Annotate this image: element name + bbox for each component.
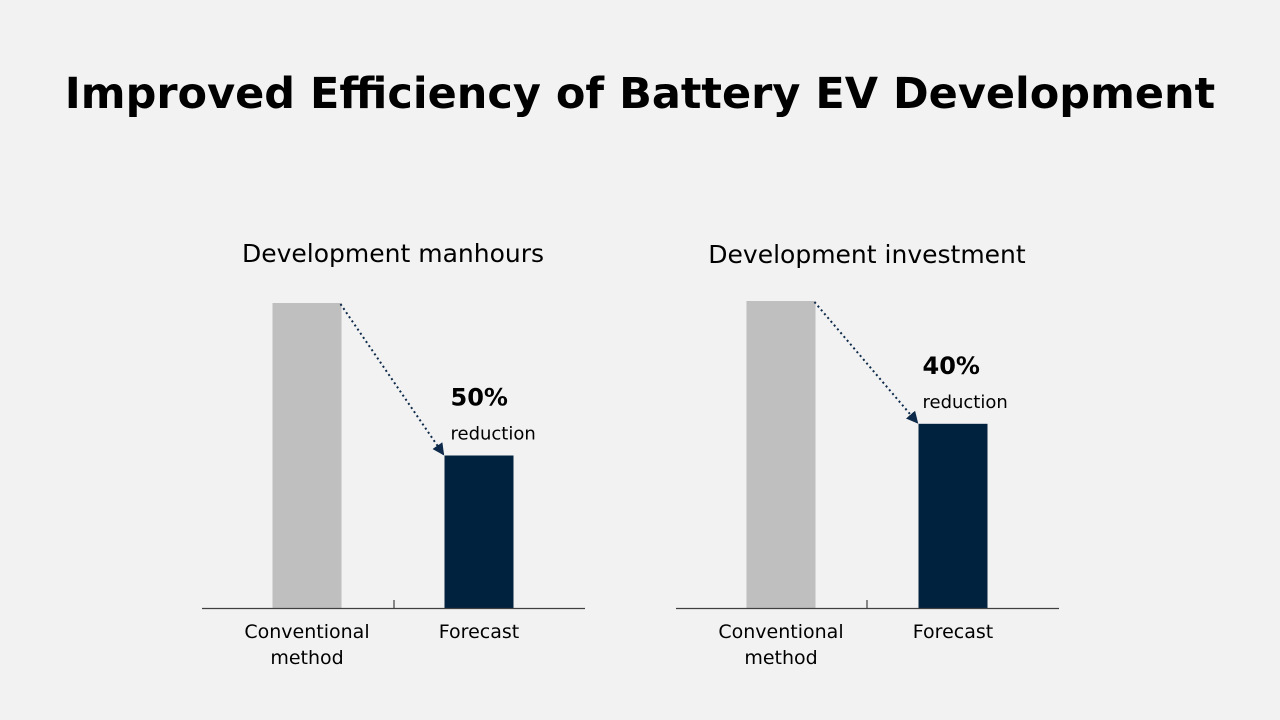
x-tick-label: method <box>744 647 817 669</box>
chart-title: Development investment <box>708 240 1026 269</box>
x-tick-label: Conventional <box>244 621 369 643</box>
x-tick-label: Conventional <box>718 621 843 643</box>
reduction-label: reduction <box>923 392 1008 413</box>
reduction-percent: 50% <box>451 384 508 412</box>
chart-title: Development manhours <box>242 239 544 268</box>
chart-2: Development investment Conventional method… <box>676 240 1059 669</box>
reduction-arrow <box>339 303 445 456</box>
bar-forecast <box>918 423 988 608</box>
chart-1: Development manhours Conventional method Fo… <box>202 239 585 669</box>
reduction-label: reduction <box>451 424 536 445</box>
reduction-arrow <box>813 301 919 424</box>
reduction-percent: 40% <box>923 352 980 380</box>
x-tick-label: method <box>270 647 343 669</box>
bar-forecast <box>444 455 514 608</box>
bar-conventional <box>746 301 816 608</box>
bar-conventional <box>272 303 342 608</box>
page-title: Improved Efficiency of Battery EV Develo… <box>64 69 1216 119</box>
x-tick-label: Forecast <box>913 621 993 643</box>
x-tick-label: Forecast <box>439 621 519 643</box>
